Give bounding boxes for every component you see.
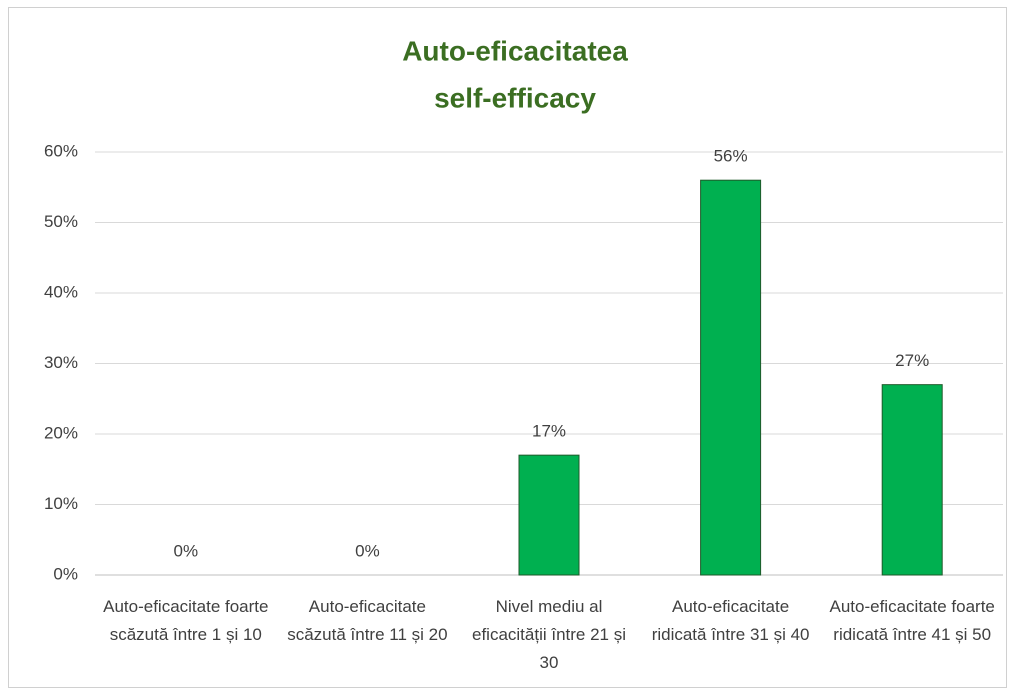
y-tick-label: 60% bbox=[44, 141, 78, 160]
data-label: 0% bbox=[355, 541, 380, 560]
data-label: 56% bbox=[714, 147, 748, 166]
x-tick-label: Auto-eficacitate foarte ridicată între 4… bbox=[829, 597, 995, 644]
y-tick-label: 20% bbox=[44, 423, 78, 442]
data-label: 27% bbox=[895, 351, 929, 370]
y-tick-label: 40% bbox=[44, 282, 78, 301]
chart-title: self-efficacy bbox=[434, 82, 596, 113]
bar bbox=[518, 454, 580, 576]
data-label: 17% bbox=[532, 422, 566, 441]
x-tick-label: Auto-eficacitate foarte scăzută între 1 … bbox=[103, 597, 269, 644]
chart-title: Auto-eficacitatea bbox=[402, 35, 628, 66]
x-tick-label: Auto-eficacitate ridicată între 31 și 40 bbox=[651, 597, 810, 644]
chart-frame bbox=[8, 7, 1007, 688]
x-tick-label: Auto-eficacitate scăzută între 11 și 20 bbox=[287, 597, 448, 644]
bar bbox=[881, 384, 943, 576]
y-tick-label: 50% bbox=[44, 212, 78, 231]
data-label: 0% bbox=[174, 541, 199, 560]
y-tick-label: 30% bbox=[44, 353, 78, 372]
y-tick-label: 0% bbox=[53, 564, 78, 583]
y-tick-label: 10% bbox=[44, 494, 78, 513]
x-tick-label: Nivel mediu al eficacității între 21 și … bbox=[471, 597, 626, 672]
bar bbox=[700, 179, 762, 576]
